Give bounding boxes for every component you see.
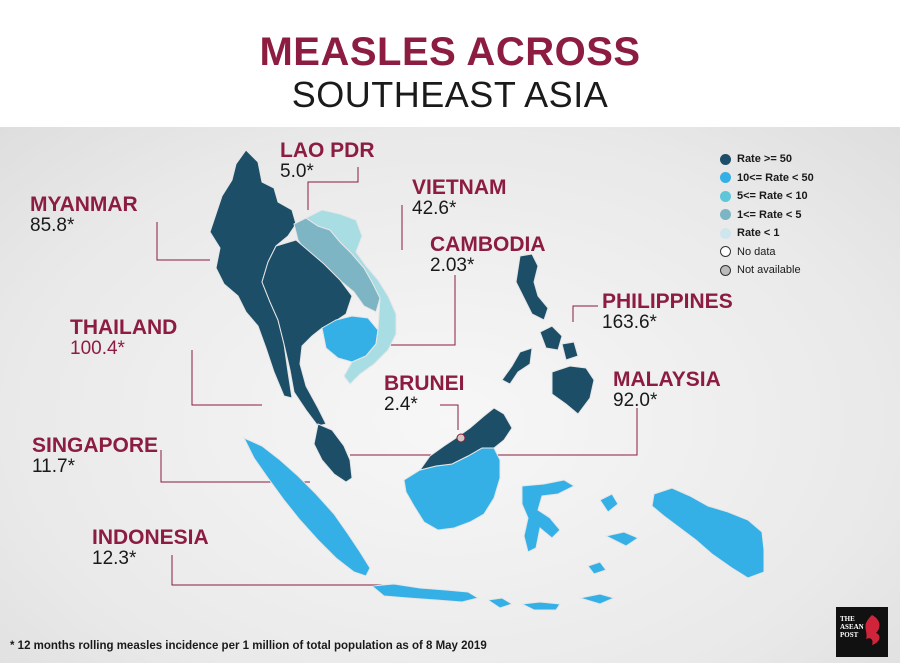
the-asean-post-logo: THE ASEAN POST: [836, 607, 888, 657]
legend-item: Rate < 1: [720, 224, 814, 243]
legend-item: 1<= Rate < 5: [720, 206, 814, 225]
country-philippines-luzon: [515, 253, 549, 321]
leader-myanmar: [156, 222, 210, 261]
label-thailand: THAILAND 100.4*: [70, 317, 177, 358]
label-malaysia: MALAYSIA 92.0*: [613, 369, 721, 410]
legend-swatch: [720, 246, 731, 258]
myanmar-name: MYANMAR: [30, 193, 138, 216]
indonesia-name: INDONESIA: [92, 526, 209, 549]
malaysia-value: 92.0*: [613, 390, 658, 411]
label-philippines: PHILIPPINES 163.6*: [602, 291, 733, 332]
title-line-1: MEASLES ACROSS: [259, 30, 641, 74]
legend-swatch: [720, 153, 731, 165]
header: MEASLES ACROSS SOUTHEAST ASIA: [0, 0, 900, 127]
cambodia-name: CAMBODIA: [430, 233, 546, 256]
footnote: * 12 months rolling measles incidence pe…: [10, 640, 487, 652]
legend-item: 10<= Rate < 50: [720, 169, 814, 188]
legend-label: 1<= Rate < 5: [737, 208, 802, 221]
country-sulawesi: [521, 479, 576, 553]
legend-swatch: [720, 172, 731, 184]
logo-text: THE ASEAN POST: [840, 615, 864, 639]
myanmar-value: 85.8*: [30, 215, 75, 236]
legend-label: Rate < 1: [737, 227, 780, 240]
legend-label: Rate >= 50: [737, 153, 793, 166]
legend-item: No data: [720, 243, 814, 262]
thailand-name: THAILAND: [70, 316, 178, 339]
country-maluku: [587, 493, 640, 575]
legend-label: Not available: [737, 264, 801, 277]
philippines-name: PHILIPPINES: [602, 290, 733, 313]
legend-label: No data: [737, 245, 776, 258]
title-line-2: SOUTHEAST ASIA: [291, 74, 609, 115]
country-lesser-sunda: [486, 593, 616, 611]
brunei-value: 2.4*: [384, 394, 418, 415]
legend-swatch: [720, 209, 731, 221]
country-papua: [651, 487, 765, 579]
legend-swatch: [720, 264, 731, 276]
country-sumatra: [242, 436, 371, 577]
country-java: [370, 583, 480, 603]
legend-label: 5<= Rate < 10: [737, 190, 808, 203]
lao-name: LAO PDR: [280, 139, 375, 162]
country-thailand: [261, 239, 353, 427]
leader-lao: [307, 167, 359, 210]
lao-value: 5.0*: [280, 161, 314, 182]
phoenix-icon: [865, 615, 880, 645]
label-singapore: SINGAPORE 11.7*: [32, 435, 158, 476]
legend-item: Not available: [720, 261, 814, 280]
country-vietnam: [305, 209, 397, 385]
singapore-value: 11.7*: [32, 456, 75, 477]
leader-philippines: [572, 305, 598, 322]
vietnam-value: 42.6*: [412, 198, 457, 219]
label-vietnam: VIETNAM 42.6*: [412, 177, 507, 218]
brunei-name: BRUNEI: [384, 372, 465, 395]
leader-thailand: [191, 350, 262, 406]
legend-label: 10<= Rate < 50: [737, 171, 814, 184]
country-philippines-visayas: [501, 325, 579, 385]
country-myanmar: [209, 149, 297, 399]
country-brunei: [456, 433, 466, 443]
label-brunei: BRUNEI 2.4*: [384, 373, 465, 414]
label-myanmar: MYANMAR 85.8*: [30, 194, 138, 235]
country-borneo-malaysia: [418, 407, 513, 471]
label-lao: LAO PDR 5.0*: [280, 140, 375, 181]
leader-cambodia: [380, 275, 456, 346]
country-philippines-mindanao: [551, 365, 595, 415]
label-indonesia: INDONESIA 12.3*: [92, 527, 209, 568]
indonesia-value: 12.3*: [92, 548, 137, 569]
leader-brunei: [440, 404, 459, 430]
legend-item: 5<= Rate < 10: [720, 187, 814, 206]
malaysia-name: MALAYSIA: [613, 368, 721, 391]
legend: Rate >= 50 10<= Rate < 50 5<= Rate < 10 …: [720, 150, 814, 280]
legend-swatch: [720, 227, 731, 239]
legend-item: Rate >= 50: [720, 150, 814, 169]
thailand-value: 100.4*: [70, 338, 125, 359]
leader-indonesia: [171, 555, 390, 586]
legend-swatch: [720, 190, 731, 202]
leader-singapore: [160, 450, 310, 483]
country-malaysia-peninsula: [313, 423, 353, 483]
singapore-name: SINGAPORE: [32, 434, 159, 457]
cambodia-value: 2.03*: [430, 255, 475, 276]
philippines-value: 163.6*: [602, 312, 657, 333]
vietnam-name: VIETNAM: [412, 176, 507, 199]
label-cambodia: CAMBODIA 2.03*: [430, 234, 546, 275]
